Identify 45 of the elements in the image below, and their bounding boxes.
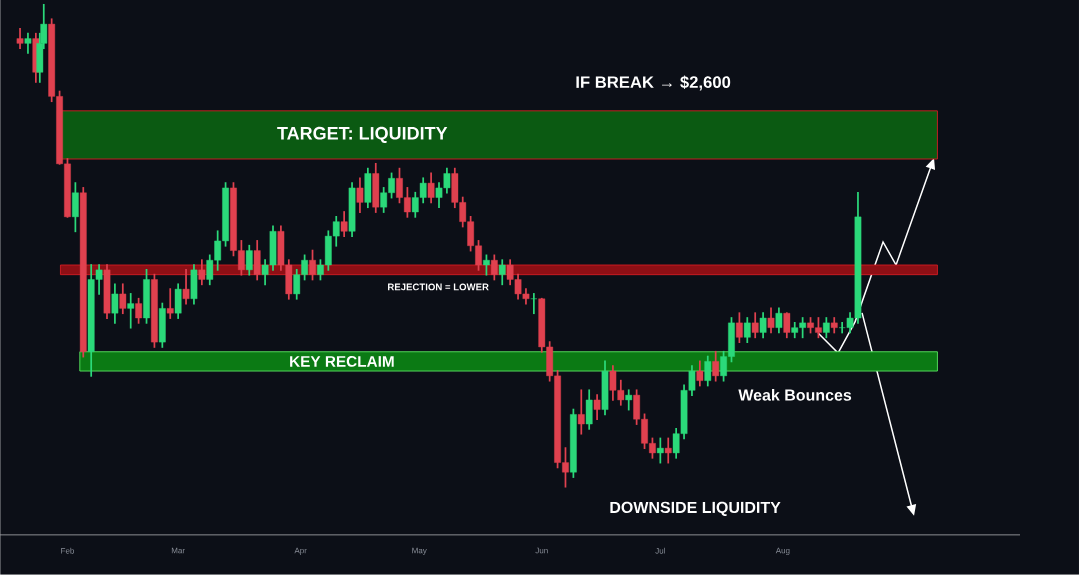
candlestick (656, 437, 664, 464)
annotation: IF BREAK → $2,600 (576, 75, 731, 91)
candlestick (530, 293, 538, 315)
candlestick (483, 254, 490, 276)
x-tick-label: Jul (655, 547, 665, 554)
candlestick (198, 259, 206, 286)
candlestick (135, 297, 142, 324)
candlestick (783, 312, 791, 339)
candlestick (704, 355, 712, 387)
candlestick (356, 177, 364, 213)
candlestick (625, 389, 633, 411)
x-tick-label: May (412, 547, 427, 555)
candlestick (822, 317, 830, 339)
candlestick (166, 288, 174, 319)
candlestick (245, 244, 253, 276)
text: DOWNSIDE LIQUIDITY (610, 501, 781, 517)
x-tick-label: Mar (171, 547, 185, 554)
candlestick (182, 269, 190, 305)
candlestick (759, 312, 767, 339)
candlestick (593, 394, 601, 421)
candlestick (751, 312, 759, 339)
candlestick (498, 259, 506, 286)
candlestick (127, 293, 135, 329)
candlestick (119, 283, 127, 315)
annotation: REJECTION = LOWER (388, 283, 489, 291)
candlestick (427, 172, 435, 204)
x-tick-label: Aug (775, 547, 790, 555)
x-tick-label: Apr (294, 547, 307, 555)
x-tick-label: Feb (61, 547, 75, 554)
annotation: Weak Bounces (738, 389, 852, 401)
candlestick (712, 350, 720, 382)
candlestick (767, 307, 775, 334)
candlestick (111, 283, 119, 324)
band-label: KEY RECLAIM (290, 356, 394, 367)
candlestick (490, 254, 498, 281)
x-tick-label: Jun (535, 547, 548, 554)
candlestick (775, 307, 783, 334)
candlestick (696, 360, 704, 387)
candlestick (664, 437, 672, 464)
candlestick (743, 317, 751, 344)
candlestick (736, 312, 743, 344)
candlestick (309, 249, 316, 281)
candlestick (340, 211, 348, 238)
candlestick (577, 389, 585, 435)
band-label: TARGET: LIQUIDITY (277, 126, 448, 144)
